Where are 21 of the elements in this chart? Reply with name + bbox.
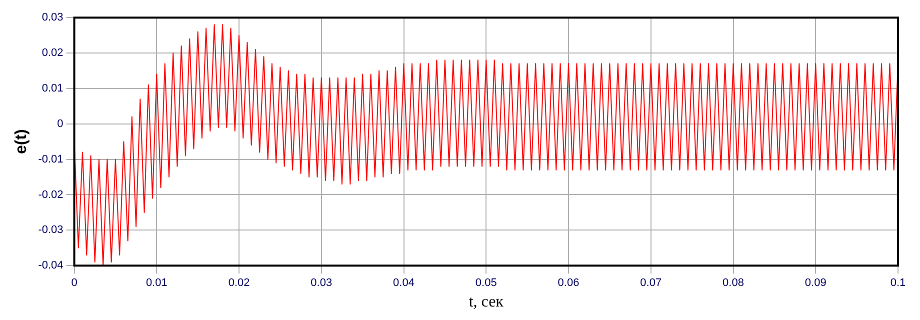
x-tick-label: 0.03	[310, 277, 332, 290]
x-tick-label: 0.01	[146, 277, 168, 290]
y-tick-label: 0.01	[42, 82, 64, 94]
x-tick-label: 0.02	[228, 277, 250, 290]
y-tick-label: -0.01	[38, 153, 64, 166]
y-axis-title: e(t)	[13, 129, 30, 154]
x-tick-label: 0.1	[890, 277, 906, 290]
y-tick-label: 0.02	[42, 47, 64, 60]
x-tick-label: 0.05	[475, 277, 497, 290]
y-tick-label: 0	[57, 118, 64, 130]
x-tick-label: 0.07	[640, 277, 662, 290]
y-tick-label: 0.03	[42, 12, 64, 24]
x-tick-label: 0	[71, 277, 78, 290]
x-tick-label: 0.06	[558, 277, 580, 290]
y-tick-label: -0.04	[38, 260, 64, 272]
x-tick-label: 0.04	[393, 277, 414, 290]
x-tick-label: 0.09	[804, 277, 826, 290]
y-tick-label: -0.02	[38, 188, 64, 201]
x-axis-title: t, сек	[468, 294, 504, 311]
x-tick-label: 0.08	[722, 277, 744, 290]
y-tick-label: -0.03	[38, 224, 64, 236]
